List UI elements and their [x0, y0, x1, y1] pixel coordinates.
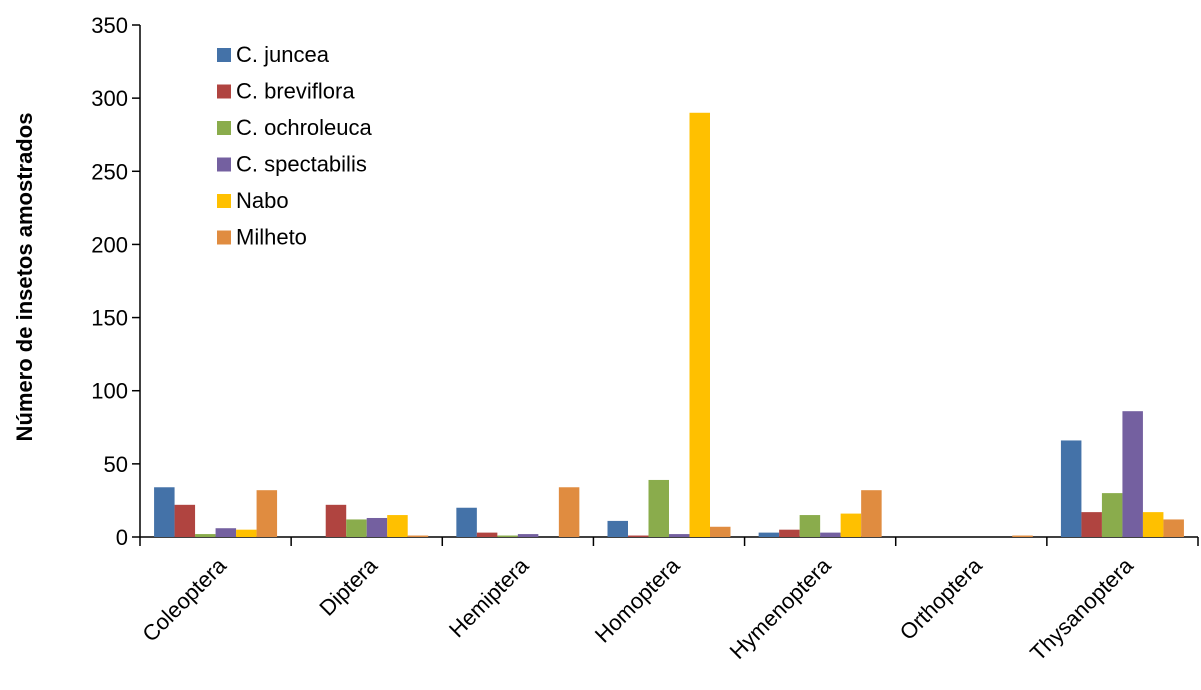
legend-swatch — [217, 121, 231, 135]
x-tick-label: Orthoptera — [895, 552, 988, 645]
legend-swatch — [217, 84, 231, 99]
y-tick-label: 250 — [91, 159, 128, 184]
bar — [1012, 535, 1033, 537]
x-tick-label: Thysanoptera — [1025, 552, 1138, 665]
bar — [1163, 519, 1184, 537]
bar — [456, 507, 477, 537]
bar — [779, 529, 800, 537]
bars-group — [154, 112, 1184, 538]
bar — [820, 532, 841, 537]
legend-swatch — [217, 48, 231, 62]
legend-swatch — [217, 157, 231, 172]
bar — [497, 535, 518, 537]
bar — [1060, 440, 1082, 537]
bar — [407, 535, 429, 537]
bar — [517, 534, 539, 537]
bar — [861, 490, 882, 537]
bar — [758, 532, 780, 537]
y-tick-label: 150 — [91, 306, 128, 331]
bar — [476, 532, 498, 537]
bar — [366, 517, 388, 537]
y-tick-label: 200 — [91, 232, 128, 257]
bar — [1081, 512, 1102, 537]
bar — [669, 534, 690, 537]
x-tick-label: Diptera — [314, 552, 382, 620]
bar — [689, 112, 710, 538]
legend-swatch — [217, 230, 231, 245]
y-axis: 0 50 100 150 200 250 300 350 — [91, 13, 141, 550]
bar — [154, 487, 175, 537]
legend-label: C. spectabilis — [236, 152, 367, 177]
legend-label: C. juncea — [236, 42, 330, 67]
bar — [325, 504, 347, 537]
y-tick-label: 50 — [104, 452, 128, 477]
x-tick-label: Hymenoptera — [725, 552, 837, 664]
bar — [195, 534, 216, 537]
legend-label: C. breviflora — [236, 79, 355, 104]
bar — [1101, 493, 1123, 537]
x-tick-label: Coleoptera — [137, 552, 231, 646]
legend: C. juncea C. breviflora C. ochroleuca C. sp… — [217, 42, 373, 250]
bar — [799, 515, 821, 537]
bar — [346, 519, 367, 537]
y-axis-label: Número de insetos amostrados — [12, 113, 37, 442]
bar — [1142, 512, 1164, 537]
bar — [628, 535, 649, 537]
x-tick-label: Hemiptera — [444, 552, 534, 642]
legend-label: C. ochroleuca — [236, 115, 373, 140]
legend-label: Nabo — [236, 188, 289, 213]
y-tick-label: 100 — [91, 379, 128, 404]
legend-label: Milheto — [236, 225, 307, 250]
legend-swatch — [217, 194, 231, 208]
bar — [236, 529, 257, 537]
bar — [1122, 411, 1143, 537]
bar — [840, 513, 862, 537]
bar — [710, 526, 731, 537]
x-axis: Coleoptera Diptera Hemiptera Homoptera Hymen… — [137, 536, 1199, 666]
bar — [558, 487, 580, 537]
bar — [215, 528, 237, 537]
bar — [607, 520, 628, 537]
bar — [174, 504, 196, 537]
y-tick-label: 0 — [116, 525, 128, 550]
x-tick-label: Homoptera — [590, 552, 685, 647]
bar — [256, 490, 278, 537]
bar — [387, 515, 408, 537]
bar — [648, 479, 669, 537]
y-tick-label: 350 — [91, 13, 128, 38]
y-tick-label: 300 — [91, 86, 128, 111]
